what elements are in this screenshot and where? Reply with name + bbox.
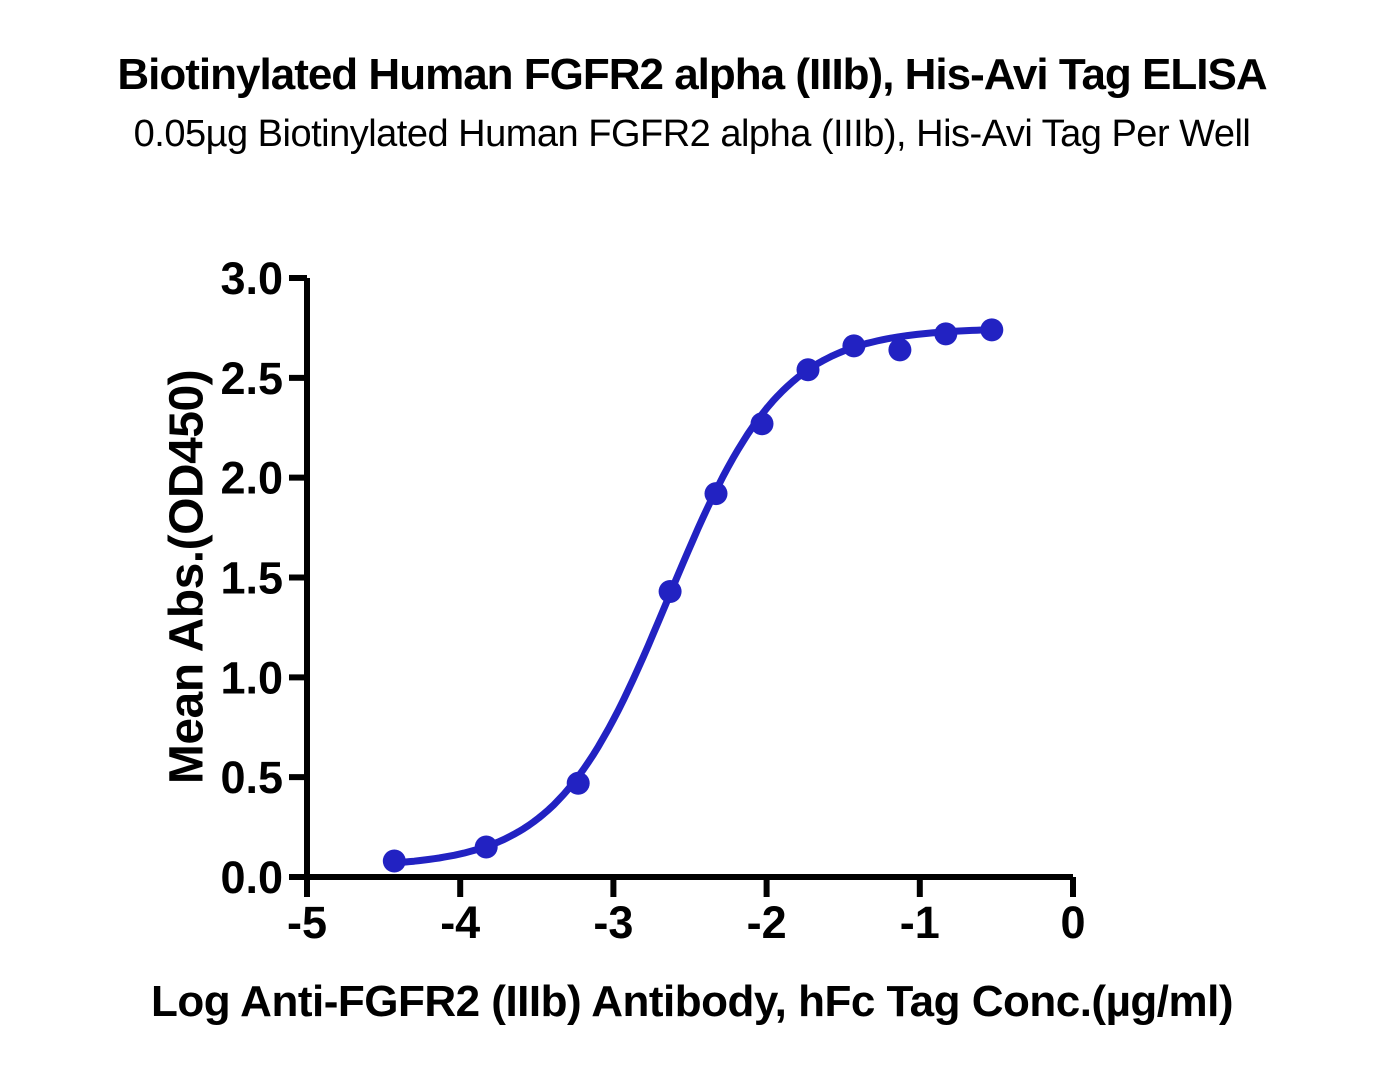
x-tick-label: -3	[593, 897, 633, 948]
y-tick-label: 1.5	[220, 553, 283, 604]
x-axis-label: Log Anti-FGFR2 (IIIb) Antibody, hFc Tag …	[150, 977, 1234, 1026]
y-tick-label: 2.0	[220, 453, 283, 504]
x-tick-label: -1	[900, 897, 940, 948]
x-tick-label: -5	[287, 897, 327, 948]
y-tick-label: 0.0	[220, 852, 283, 903]
data-point	[842, 334, 866, 358]
data-point	[750, 412, 774, 436]
data-point	[980, 318, 1004, 342]
data-point	[888, 338, 912, 362]
data-point	[658, 580, 682, 603]
data-point	[934, 322, 958, 346]
chart-title: Biotinylated Human FGFR2 alpha (IIIb), H…	[117, 50, 1267, 99]
axis-frame	[304, 278, 1073, 880]
y-axis-label: Mean Abs.(OD450)	[160, 369, 214, 785]
y-tick-label: 1.0	[220, 652, 283, 703]
x-tick-label: -2	[747, 897, 787, 948]
y-tick-label: 2.5	[220, 353, 283, 404]
fit-curve	[390, 326, 996, 867]
y-tick-label: 3.0	[220, 253, 283, 304]
chart-subtitle: 0.05µg Biotinylated Human FGFR2 alpha (I…	[133, 113, 1251, 155]
data-point	[796, 358, 820, 382]
x-tick-label: 0	[1060, 897, 1085, 948]
data-point	[704, 482, 728, 506]
data-point	[474, 835, 498, 859]
data-point	[382, 849, 406, 873]
data-point	[566, 771, 590, 795]
x-tick-label: -4	[440, 897, 480, 948]
y-tick-label: 0.5	[220, 752, 283, 803]
